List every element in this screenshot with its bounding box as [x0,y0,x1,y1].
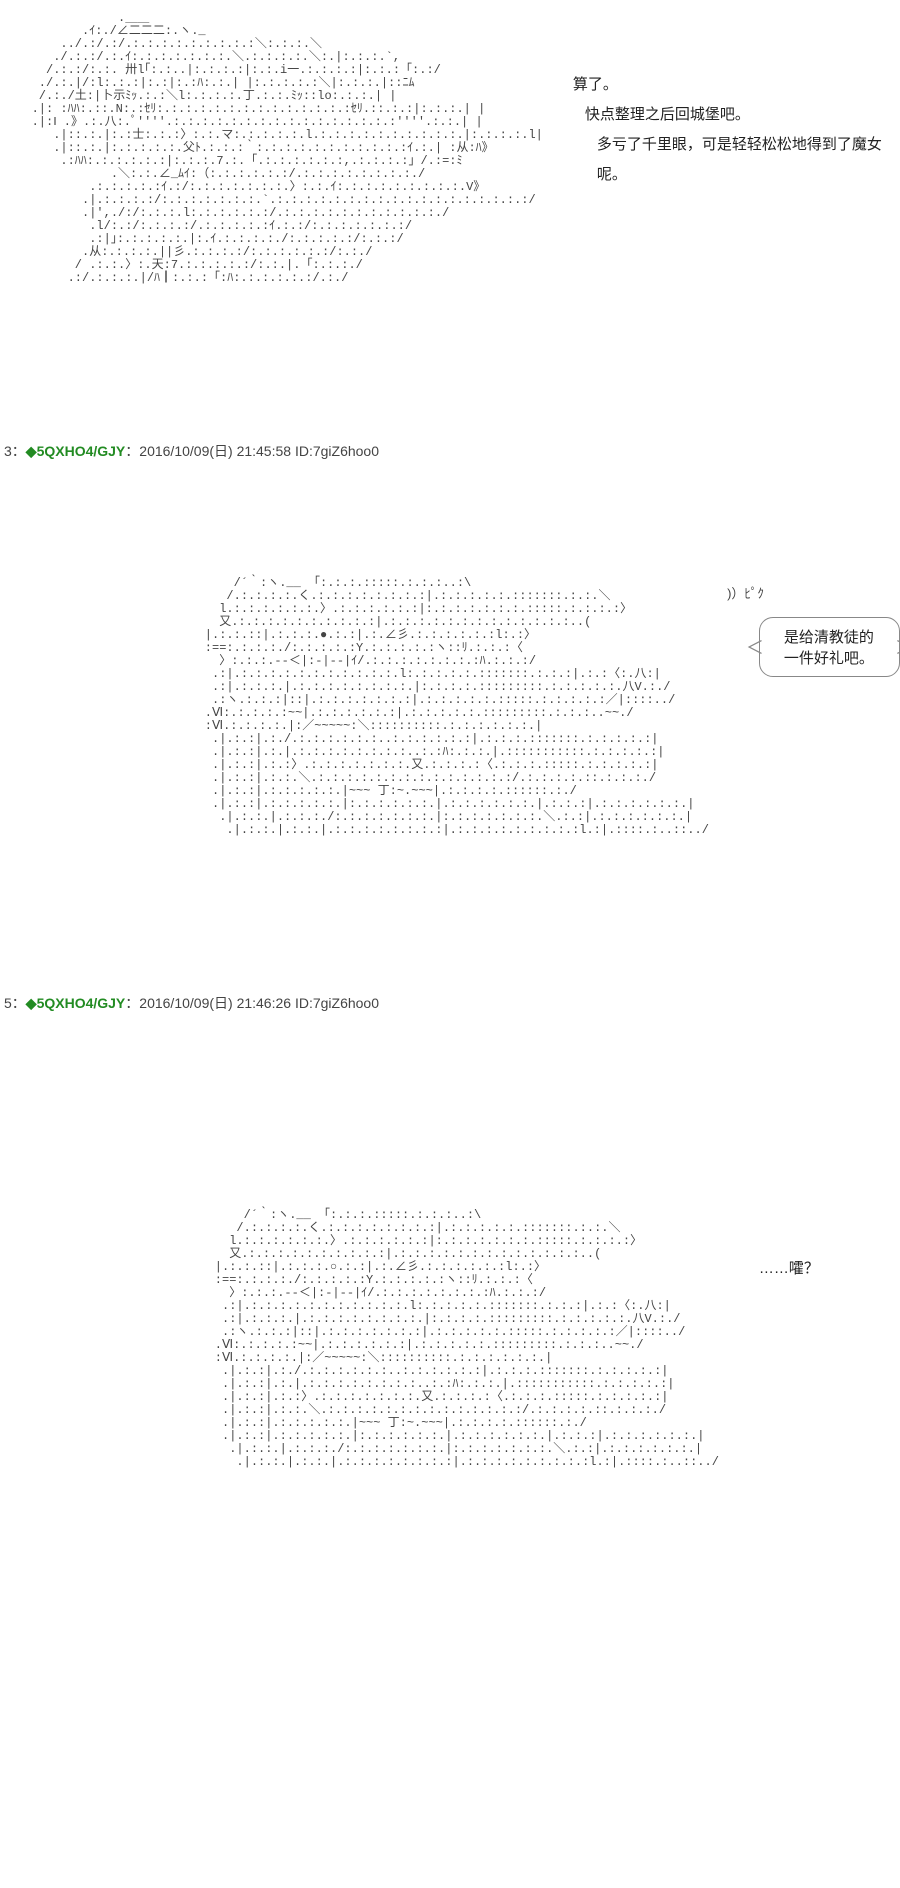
post-3: /´｀:ヽ.__ 「:.:.:.:::::.:.:.:..:\ /.:.:.:.… [0,1017,900,1561]
dialogue-block-1: 算了。 快点整理之后回城堡吧。 多亏了千里眼，可是轻轻松松地得到了魔女呢。 [573,70,900,190]
side-note-piku: )）ﾋﾟｸ [727,583,764,602]
post-3-row: /´｀:ヽ.__ 「:.:.:.:::::.:.:.:..:\ /.:.:.:.… [10,1197,900,1481]
ascii-wrap-2: /´｀:ヽ.__ 「:.:.:.:::::.:.:.:..:\ /.:.:.:.… [10,565,709,849]
sep: ： [12,995,26,1011]
tripcode[interactable]: ◆5QXHO4/GJY [26,995,125,1011]
bubble-arrow-left-icon: ＜ [746,634,764,660]
post-meta: ：2016/10/09(日) 21:46:26 ID:7giZ6hoo0 [125,995,379,1011]
post-header-3: 5：◆5QXHO4/GJY：2016/10/09(日) 21:46:26 ID:… [0,989,900,1017]
ascii-art-girl: .＿＿ .ｲ:./∠二二二:.ヽ._ ../.:/.:/.:.:.:.:.:.:… [10,12,543,285]
post-number: 5 [4,995,12,1011]
bubble-arrow-right-icon: ＞ [895,634,900,660]
post-header-2: 3：◆5QXHO4/GJY：2016/10/09(日) 21:45:58 ID:… [0,437,900,465]
side-text-ho: ……嚯？ [759,1257,819,1278]
post-1: .＿＿ .ｲ:./∠二二二:.ヽ._ ../.:/.:/.:.:.:.:.:.:… [0,0,900,377]
post-meta: ：2016/10/09(日) 21:45:58 ID:7giZ6hoo0 [125,443,379,459]
dialogue-line-2: 快点整理之后回城堡吧。 [585,100,900,130]
sep: ： [12,443,26,459]
post-1-row: .＿＿ .ｲ:./∠二二二:.ヽ._ ../.:/.:/.:.:.:.:.:.:… [10,0,900,297]
bubble-text: 是给清教徒的一件好礼吧。 [784,629,874,667]
dialogue-line-3: 多亏了千里眼，可是轻轻松松地得到了魔女呢。 [597,130,900,190]
post-number: 3 [4,443,12,459]
post-2: /´｀:ヽ.__ 「:.:.:.:::::.:.:.:..:\ /.:.:.:.… [0,465,900,929]
tripcode[interactable]: ◆5QXHO4/GJY [26,443,125,459]
ascii-art-bear-2: /´｀:ヽ.__ 「:.:.:.:::::.:.:.:..:\ /.:.:.:.… [150,1209,719,1469]
ascii-wrap-3: /´｀:ヽ.__ 「:.:.:.:::::.:.:.:..:\ /.:.:.:.… [10,1197,719,1481]
ascii-art-bear-1: /´｀:ヽ.__ 「:.:.:.:::::.:.:.:..:\ /.:.:.:.… [140,577,709,837]
speech-bubble-1: ＜ 是给清教徒的一件好礼吧。 ＞ [759,617,900,677]
dialogue-line-1: 算了。 [573,70,900,100]
post-2-row: /´｀:ヽ.__ 「:.:.:.:::::.:.:.:..:\ /.:.:.:.… [10,565,900,849]
